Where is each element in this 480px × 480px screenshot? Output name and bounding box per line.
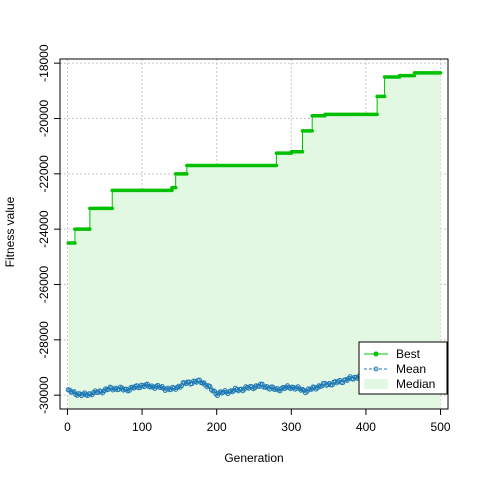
best-series — [66, 71, 443, 245]
y-axis-title: Fitness value — [3, 196, 17, 267]
x-tick-label: 400 — [356, 420, 376, 434]
legend-swatch-point — [373, 366, 379, 372]
mean-line — [68, 365, 441, 397]
y-tick-label: -18000 — [37, 44, 51, 82]
legend-label: Median — [396, 377, 435, 391]
y-tick-label: -28000 — [37, 321, 51, 359]
y-tick-label: -26000 — [37, 265, 51, 303]
median-area-fill — [68, 72, 441, 410]
x-tick-label: 200 — [207, 420, 227, 434]
y-tick-label: -22000 — [37, 155, 51, 193]
y-tick-label: -30000 — [37, 376, 51, 414]
x-tick-label: 300 — [281, 420, 301, 434]
x-axis: 0 100 200 300 400 500 — [64, 408, 451, 434]
x-tick-label: 100 — [132, 420, 152, 434]
legend-swatch-median — [364, 379, 388, 389]
x-tick-label: 0 — [64, 420, 71, 434]
y-tick-label: -20000 — [37, 99, 51, 137]
y-axis: -30000 -28000 -26000 -24000 -22000 -20000 -180… — [37, 44, 61, 414]
y-tick-label: -24000 — [37, 210, 51, 248]
x-axis-title: Generation — [224, 451, 283, 465]
legend-label: Mean — [396, 362, 426, 376]
x-tick-label: 500 — [431, 420, 451, 434]
legend-swatch-point — [373, 351, 379, 357]
legend-label: Best — [396, 347, 421, 361]
median-area — [68, 72, 441, 410]
